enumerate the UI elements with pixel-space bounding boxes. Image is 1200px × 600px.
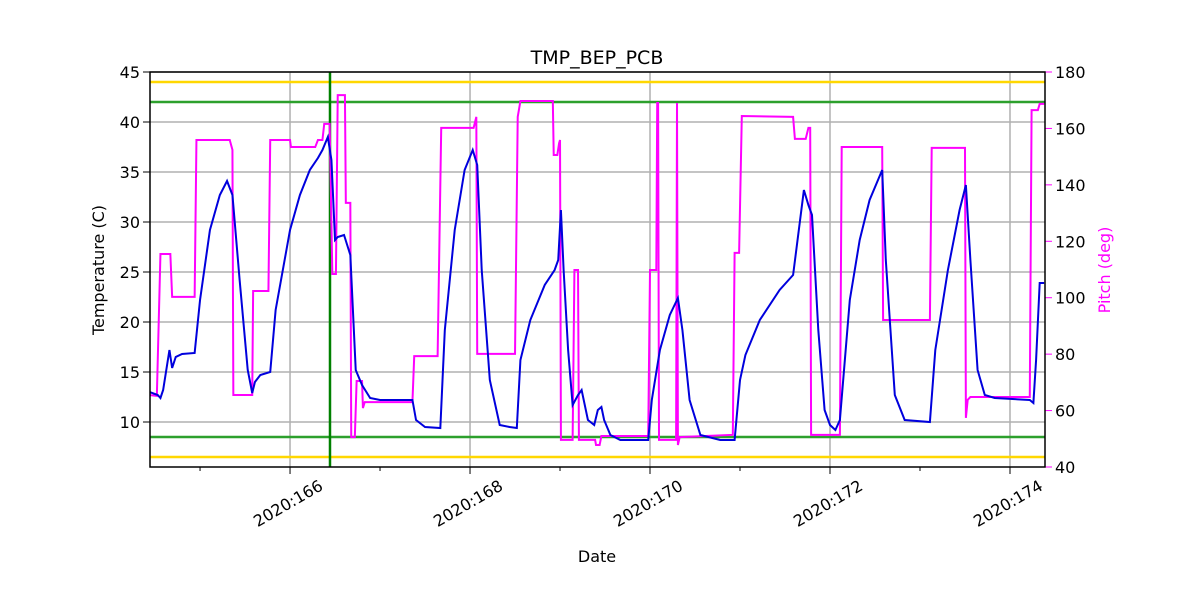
y2-tick-label: 160 (1055, 119, 1086, 138)
y2-tick-label: 40 (1055, 458, 1075, 477)
y2-axis-label: Pitch (deg) (1095, 227, 1114, 314)
x-tick-label: 2020:168 (430, 476, 506, 531)
y2-tick-label: 120 (1055, 232, 1086, 251)
y-tick-label: 20 (120, 313, 140, 332)
y2-tick-label: 60 (1055, 402, 1075, 421)
chart-title: TMP_BEP_PCB (530, 47, 664, 69)
y-tick-label: 10 (120, 413, 140, 432)
y-tick-label: 15 (120, 363, 140, 382)
data-line (150, 94, 1045, 446)
x-tick-label: 2020:166 (250, 476, 326, 531)
y-tick-label: 35 (120, 163, 140, 182)
x-axis-label: Date (578, 547, 616, 566)
y-tick-label: 45 (120, 63, 140, 82)
y-tick-label: 40 (120, 113, 140, 132)
y-axis-label: Temperature (C) (89, 205, 108, 336)
x-tick-label: 2020:174 (970, 476, 1046, 531)
y2-tick-label: 180 (1055, 63, 1086, 82)
x-tick-label: 2020:172 (790, 476, 866, 531)
x-tick-label: 2020:170 (610, 476, 686, 531)
data-line (150, 133, 1045, 441)
y-tick-label: 25 (120, 263, 140, 282)
plot-frame (149, 71, 1046, 468)
y2-tick-label: 100 (1055, 289, 1086, 308)
y2-tick-label: 80 (1055, 345, 1075, 364)
y-tick-label: 30 (120, 213, 140, 232)
y2-tick-label: 140 (1055, 176, 1086, 195)
